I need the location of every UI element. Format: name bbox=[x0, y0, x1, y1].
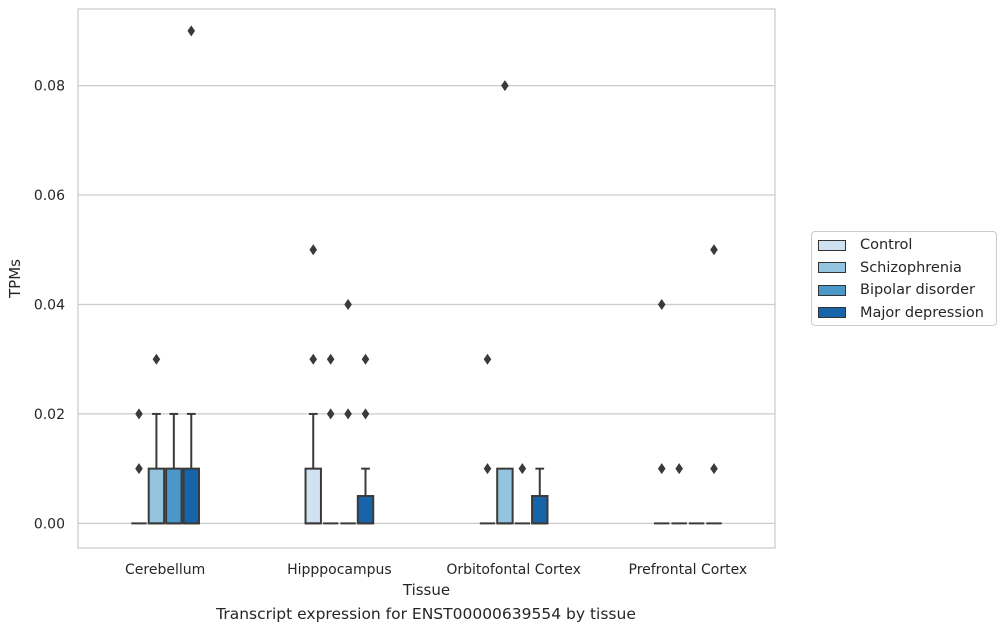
y-tick-label: 0.04 bbox=[34, 297, 65, 313]
box-bipolar-disorder bbox=[165, 412, 183, 525]
box-body bbox=[356, 495, 375, 525]
legend-label: Schizophrenia bbox=[860, 259, 962, 276]
outlier-point bbox=[152, 353, 161, 365]
y-tick-label: 0.00 bbox=[34, 516, 65, 532]
legend: Control Schizophrenia Bipolar disorder Majo… bbox=[811, 231, 997, 326]
chart-caption: Transcript expression for ENST0000063955… bbox=[216, 605, 636, 623]
outlier-point bbox=[187, 25, 196, 37]
x-axis-title: Tissue bbox=[402, 581, 450, 599]
outlier-point bbox=[675, 463, 683, 475]
box-schizophrenia bbox=[671, 463, 687, 525]
legend-label: Major depression bbox=[860, 304, 984, 321]
outlier-point bbox=[309, 244, 318, 256]
box-bipolar-disorder bbox=[514, 463, 531, 525]
legend-item: Bipolar disorder bbox=[818, 280, 975, 300]
box-body bbox=[531, 495, 549, 525]
box-body bbox=[304, 467, 322, 525]
box-control bbox=[479, 353, 496, 525]
outlier-point bbox=[326, 408, 335, 420]
legend-item: Major depression bbox=[818, 303, 984, 323]
box-body bbox=[182, 467, 200, 525]
outlier-point bbox=[361, 408, 370, 420]
outlier-point bbox=[135, 463, 143, 475]
legend-label: Bipolar disorder bbox=[860, 282, 975, 298]
legend-swatch bbox=[818, 284, 846, 296]
legend-item: Schizophrenia bbox=[818, 258, 962, 278]
outlier-point bbox=[518, 463, 527, 475]
outlier-point bbox=[361, 353, 370, 365]
y-tick-label: 0.02 bbox=[34, 407, 65, 423]
outlier-point bbox=[483, 463, 492, 475]
box-control bbox=[654, 298, 670, 525]
outlier-point bbox=[344, 298, 352, 310]
box-major-depression bbox=[182, 25, 200, 525]
outlier-point bbox=[309, 353, 318, 365]
outlier-point bbox=[710, 244, 718, 256]
outlier-point bbox=[657, 298, 666, 310]
legend-swatch bbox=[818, 262, 846, 273]
outlier-point bbox=[135, 408, 143, 420]
box-schizophrenia bbox=[147, 353, 166, 525]
outlier-point bbox=[483, 353, 492, 365]
plot-frame bbox=[77, 8, 776, 549]
x-tick-label: Hipppocampus bbox=[287, 562, 392, 578]
outlier-point bbox=[710, 463, 718, 475]
x-tick-labels: Cerebellum Hipppocampus Orbitofontal Corte… bbox=[125, 562, 747, 578]
outlier-point bbox=[326, 353, 335, 365]
y-tick-label: 0.06 bbox=[34, 188, 65, 204]
outlier-point bbox=[501, 80, 509, 92]
box-major-depression bbox=[356, 353, 375, 525]
legend-item: Control bbox=[818, 235, 912, 255]
box-control bbox=[304, 244, 322, 525]
grid-layer bbox=[78, 84, 775, 525]
x-tick-label: Cerebellum bbox=[125, 562, 205, 578]
box-control bbox=[131, 408, 147, 525]
box-body bbox=[147, 467, 166, 525]
box-layer bbox=[131, 25, 722, 525]
legend-swatch bbox=[818, 307, 846, 318]
box-schizophrenia bbox=[322, 353, 339, 525]
box-body bbox=[496, 467, 514, 525]
y-axis-title: TPMs bbox=[6, 259, 24, 299]
box-major-depression bbox=[706, 244, 722, 525]
legend-label: Control bbox=[860, 237, 913, 253]
legend-swatch bbox=[818, 239, 846, 251]
box-bipolar-disorder bbox=[340, 298, 356, 525]
x-tick-label: Orbitofontal Cortex bbox=[446, 562, 581, 578]
box-schizophrenia bbox=[496, 80, 514, 525]
y-tick-labels: 0.00 0.02 0.04 0.06 0.08 bbox=[34, 79, 65, 533]
box-major-depression bbox=[531, 467, 549, 525]
outlier-point bbox=[344, 408, 352, 420]
outlier-point bbox=[657, 463, 666, 475]
x-tick-label: Prefrontal Cortex bbox=[629, 562, 748, 578]
box-body bbox=[165, 467, 183, 525]
y-tick-label: 0.08 bbox=[34, 79, 65, 95]
